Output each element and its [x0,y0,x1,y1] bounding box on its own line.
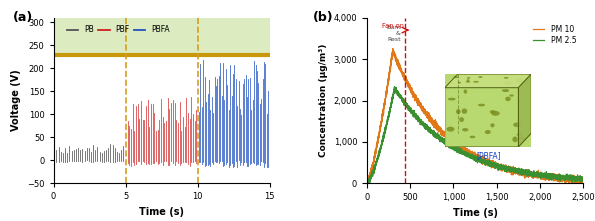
PM 2.5 [541,173,548,175]
Y-axis label: Voltage (V): Voltage (V) [11,70,21,131]
PM 10 [364,180,371,182]
PM 2.5 [364,182,371,185]
PM 2.5 [446,142,453,145]
Bar [54,18,270,55]
PM 10 [389,47,396,50]
Text: Fan on: Fan on [382,23,403,29]
PM 10 [525,172,532,175]
X-axis label: Time (s): Time (s) [139,207,184,217]
Legend: PB, PBF, PBFA: PB, PBF, PBFA [64,22,173,37]
Legend: PM 10, PM 2.5: PM 10, PM 2.5 [530,21,580,48]
PM 10 [364,182,371,185]
Text: (b): (b) [313,11,334,24]
Y-axis label: Concentration (μg/m³): Concentration (μg/m³) [319,44,328,157]
PM 2.5 [504,168,511,171]
PM 2.5 [580,178,587,181]
PM 2.5 [525,171,532,174]
X-axis label: Time (s): Time (s) [453,208,497,218]
Text: [PBFA]: [PBFA] [477,151,502,160]
PM 2.5 [493,164,500,167]
PM 2.5 [403,105,410,107]
PM 10 [403,78,410,80]
Text: (a): (a) [12,11,33,24]
PM 10 [446,138,453,141]
Text: Burn
&
Rest: Burn & Rest [386,25,400,42]
Line: PM 2.5: PM 2.5 [367,87,583,183]
PM 10 [493,162,500,164]
PM 10 [541,176,549,179]
Line: PM 10: PM 10 [367,49,583,183]
PM 10 [580,180,587,183]
PM 2.5 [391,86,398,88]
PM 10 [504,171,511,173]
